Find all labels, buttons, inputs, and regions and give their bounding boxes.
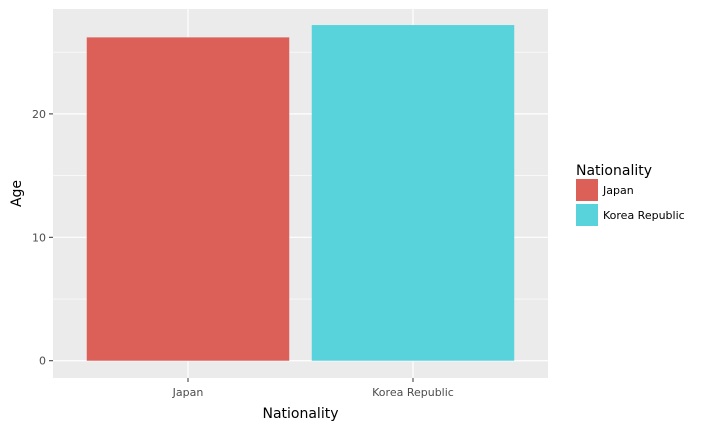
x-tick-label: Japan <box>172 386 204 399</box>
bar-korea-republic <box>311 25 515 361</box>
y-axis: 0 10 20 <box>32 108 53 368</box>
legend-swatch <box>576 179 598 201</box>
legend-swatch <box>576 204 598 226</box>
y-tick-label: 10 <box>32 231 46 244</box>
x-axis-title: Nationality <box>262 406 338 422</box>
y-axis-title: Age <box>9 180 25 207</box>
y-tick-label: 0 <box>39 355 46 368</box>
x-axis: Japan Korea Republic <box>172 378 454 399</box>
x-tick-label: Korea Republic <box>372 386 454 399</box>
y-tick-label: 20 <box>32 108 46 121</box>
legend-label: Japan <box>602 184 634 197</box>
legend: Nationality Japan Korea Republic <box>576 163 685 226</box>
legend-title: Nationality <box>576 163 652 179</box>
bars <box>86 25 515 361</box>
legend-label: Korea Republic <box>603 209 685 222</box>
bar-japan <box>86 37 290 361</box>
